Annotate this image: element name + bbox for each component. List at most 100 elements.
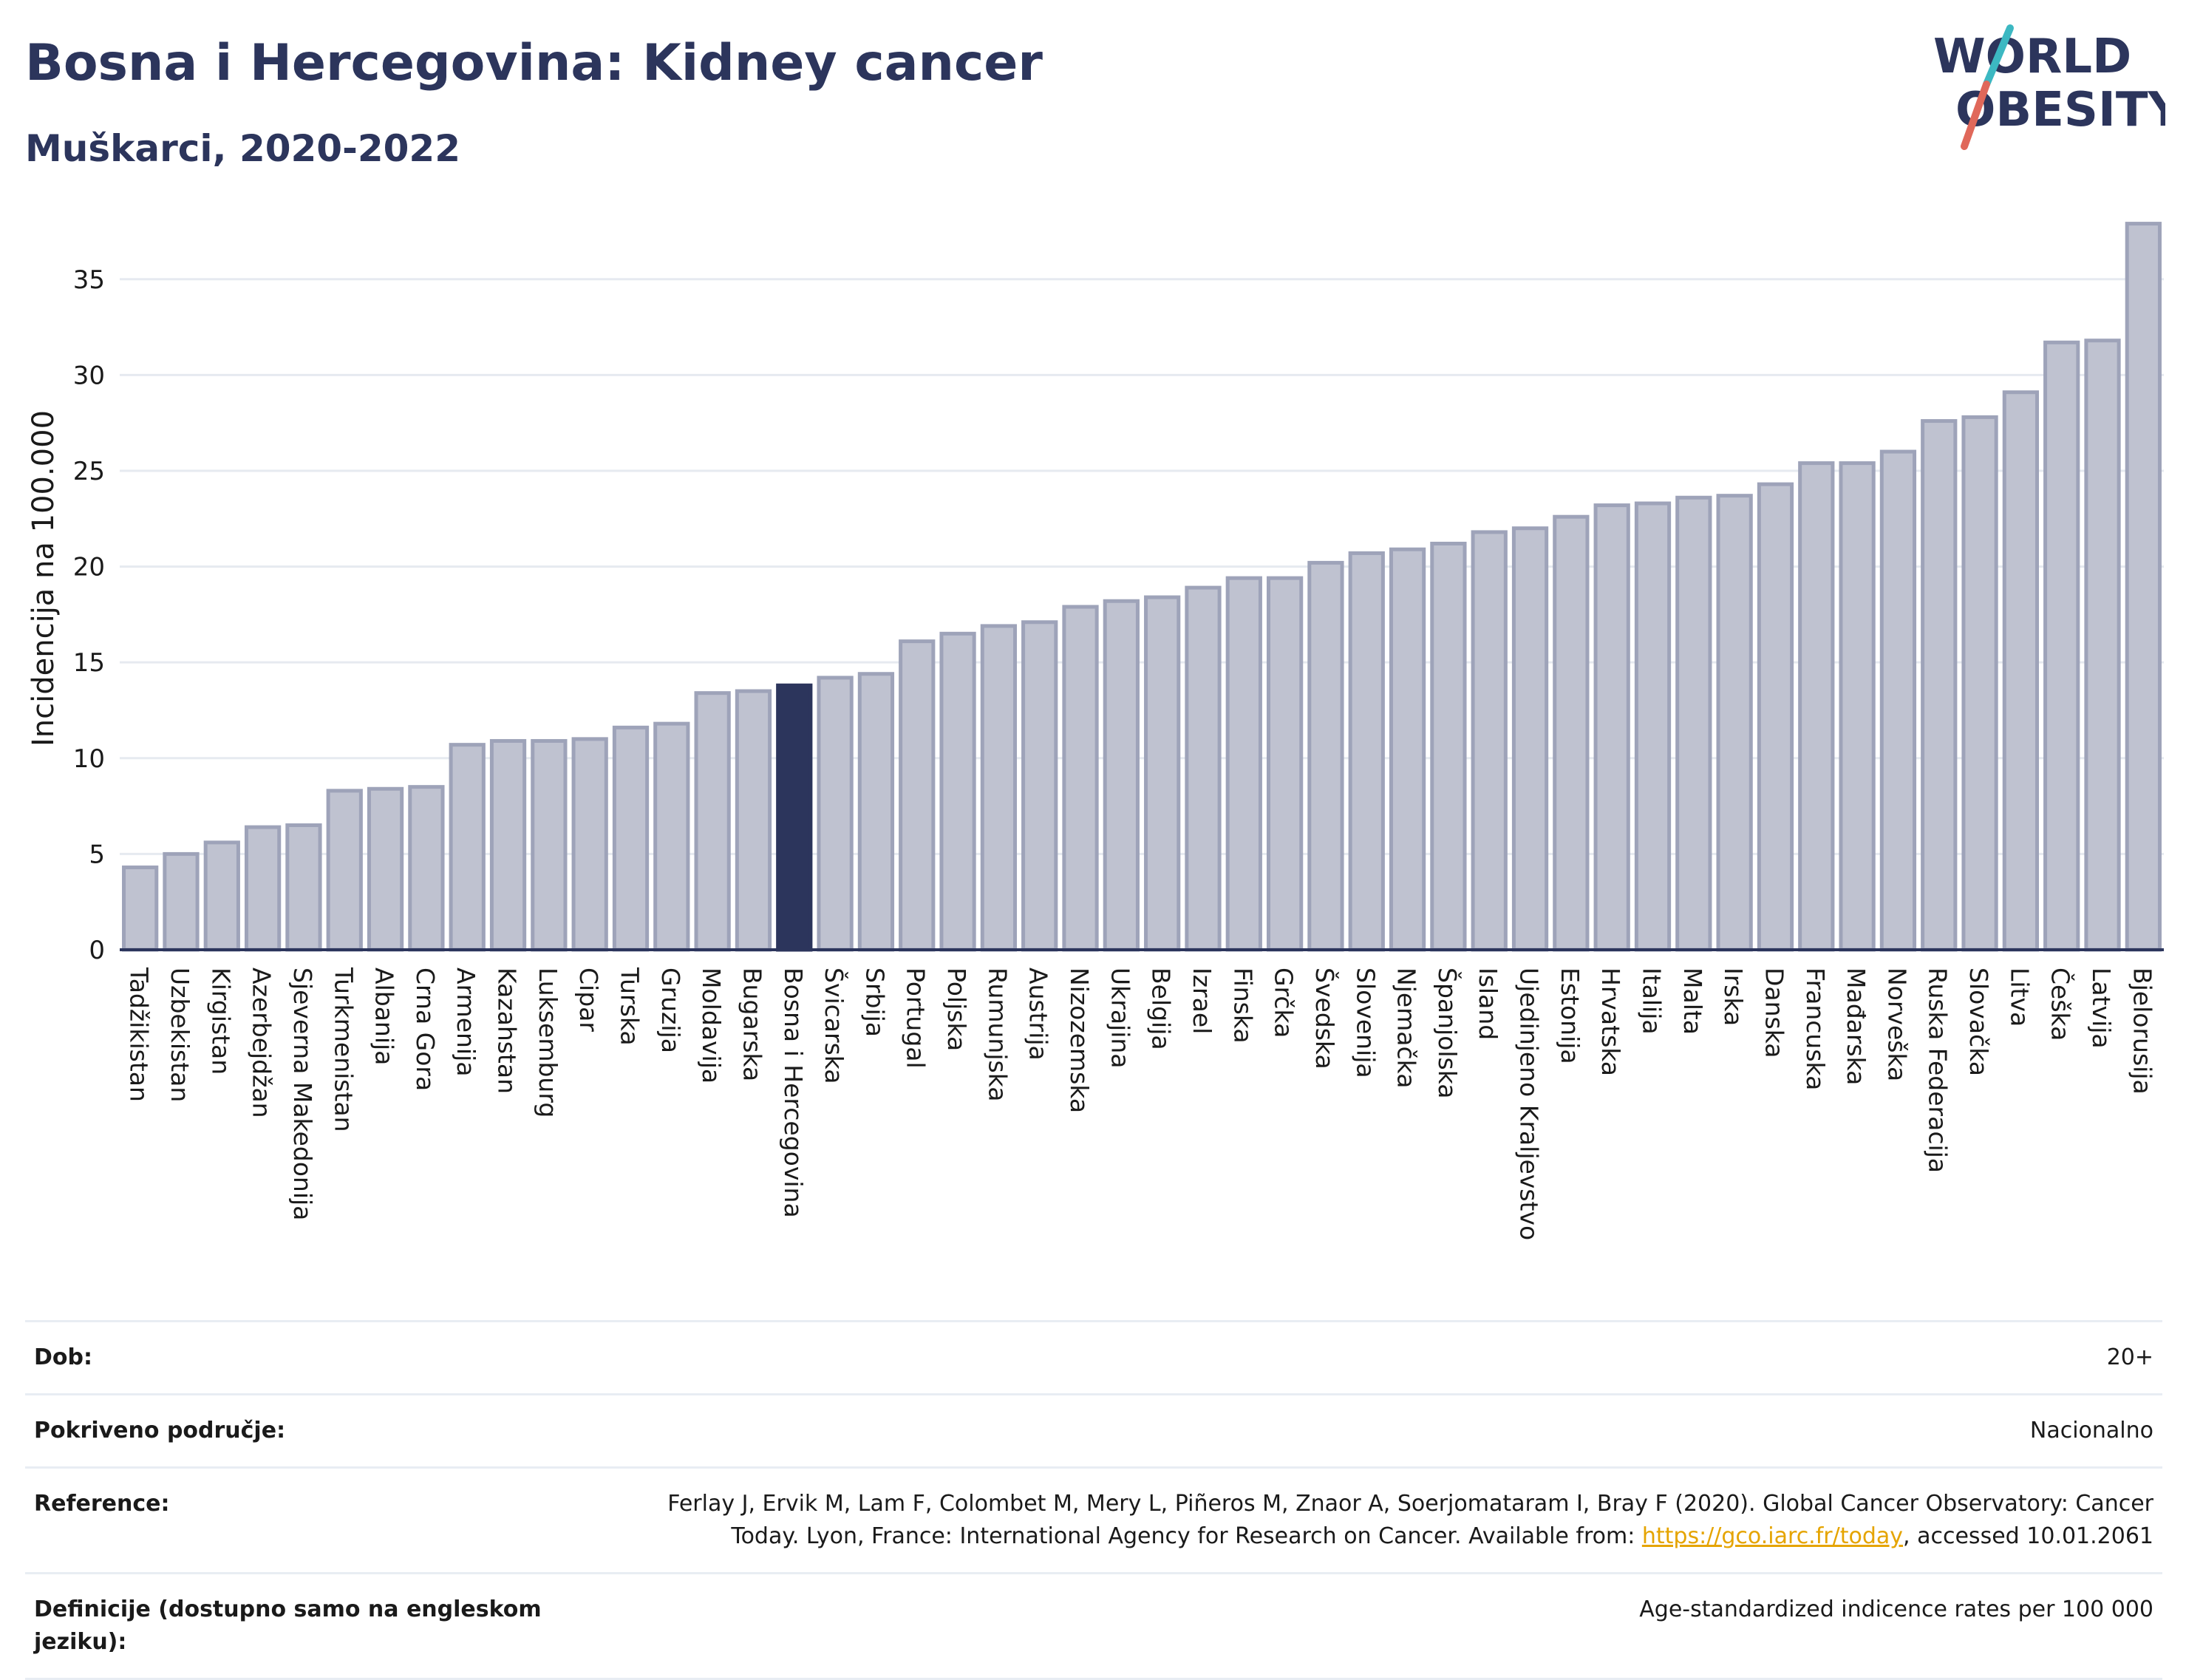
- bar: [2002, 390, 2040, 952]
- x-tick-label: Tadžikistan: [125, 967, 154, 1102]
- bar: [1757, 482, 1794, 952]
- y-tick-label: 25: [73, 457, 105, 486]
- bar: [326, 789, 363, 952]
- logo-slash-red: [1961, 81, 1990, 150]
- y-tick-label: 15: [73, 648, 105, 678]
- info-row-definitions: Definicije (dostupno samo na engleskom j…: [25, 1572, 2162, 1680]
- x-tick-label: Grčka: [1270, 967, 1298, 1038]
- bar: [1798, 461, 1835, 952]
- x-tick-label: Sjeverna Makedonija: [288, 967, 317, 1220]
- bar: [1471, 530, 1508, 952]
- x-tick-label: Malta: [1678, 967, 1707, 1035]
- logo-text-world: WORLD: [1933, 30, 2131, 84]
- info-label: Definicije (dostupno samo na engleskom j…: [34, 1596, 542, 1655]
- bar: [244, 825, 282, 952]
- x-tick-label: Gruzija: [656, 967, 685, 1053]
- x-tick-label: Turkmenistan: [329, 967, 358, 1132]
- bar: [1103, 599, 1140, 952]
- bar: [1389, 547, 1426, 952]
- x-tick-label: Norveška: [1882, 967, 1911, 1081]
- x-tick-label: Turska: [616, 967, 644, 1046]
- bar: [1634, 501, 1672, 952]
- bar: [1021, 620, 1058, 952]
- x-tick-label: Kirgistan: [206, 967, 235, 1075]
- info-row-coverage: Pokriveno područje: Nacionalno: [25, 1393, 2162, 1466]
- info-value: 20+: [2106, 1344, 2153, 1370]
- bar: [817, 676, 854, 952]
- bar: [2125, 222, 2162, 952]
- x-tick-label: Luksemburg: [534, 967, 562, 1118]
- bar: [1839, 461, 1876, 952]
- x-tick-label: Bjelorusija: [2128, 967, 2156, 1095]
- bar: [531, 738, 568, 952]
- x-tick-label: Crna Gora: [411, 967, 440, 1091]
- bar: [163, 851, 200, 952]
- y-axis-ticks: 0 5 10 15 20 25 30 35: [73, 265, 105, 965]
- x-tick-label: Poljska: [942, 967, 971, 1051]
- bar: [1348, 551, 1385, 952]
- bar: [1430, 541, 1467, 952]
- x-tick-label: Danska: [1760, 967, 1788, 1058]
- bar-chart: 0 5 10 15 20 25 30 35 Tadžikistan Uzbekistan Kirg…: [27, 222, 2164, 1240]
- bar: [857, 672, 895, 952]
- x-tick-label: Azerbejdžan: [248, 967, 276, 1118]
- reference-link[interactable]: https://gco.iarc.fr/today: [1641, 1523, 1904, 1549]
- x-tick-label: Češka: [2046, 967, 2076, 1041]
- x-tick-label: Mađarska: [1842, 967, 1870, 1085]
- y-tick-label: 5: [89, 840, 105, 869]
- bar: [1307, 560, 1344, 952]
- y-tick-label: 30: [73, 361, 105, 390]
- bar: [735, 689, 772, 952]
- y-tick-label: 0: [89, 936, 105, 965]
- info-row-reference: Reference: Ferlay J, Ervik M, Lam F, Col…: [25, 1466, 2162, 1572]
- x-tick-label: Belgija: [1147, 967, 1176, 1050]
- y-tick-label: 35: [73, 265, 105, 295]
- bar: [1185, 585, 1222, 952]
- x-tick-label: Italija: [1638, 967, 1666, 1035]
- x-axis-ticks: Tadžikistan Uzbekistan Kirgistan Azerbejdža…: [125, 967, 2157, 1240]
- x-tick-label: Irska: [1719, 967, 1748, 1026]
- bar: [203, 840, 240, 952]
- bars: [122, 222, 2162, 952]
- x-tick-label: Slovačka: [1964, 967, 1993, 1076]
- bar: [1062, 605, 1099, 952]
- logo-slash-teal: [1983, 24, 2014, 88]
- bar: [122, 865, 159, 952]
- bar: [2043, 340, 2080, 952]
- bar: [2084, 339, 2121, 952]
- x-tick-label: Hrvatska: [1596, 967, 1625, 1076]
- x-tick-label: Albanija: [370, 967, 399, 1065]
- bar: [408, 785, 445, 952]
- bar: [653, 721, 690, 952]
- x-tick-label: Srbija: [860, 967, 889, 1037]
- x-tick-label: Francuska: [1801, 967, 1830, 1090]
- bar: [1593, 503, 1630, 952]
- info-value: Age-standardized indicence rates per 100…: [1639, 1596, 2153, 1622]
- x-tick-label: Španjolska: [1433, 967, 1463, 1099]
- bar: [1144, 595, 1181, 952]
- bar: [1716, 494, 1753, 952]
- y-axis-label: Incidencija na 100.000: [27, 410, 61, 747]
- bar: [1961, 415, 1998, 952]
- info-table: Dob: 20+ Pokriveno područje: Nacionalno …: [25, 1320, 2162, 1680]
- world-obesity-logo: WORLD OBESITY: [1933, 24, 2165, 150]
- logo-text-obesity: OBESITY: [1955, 83, 2165, 137]
- x-tick-label: Bosna i Hercegovina: [779, 967, 808, 1218]
- x-tick-label: Moldavija: [697, 967, 726, 1084]
- info-value: Nacionalno: [2029, 1418, 2153, 1443]
- bar: [939, 631, 976, 952]
- bar: [980, 624, 1018, 952]
- x-tick-label: Litva: [2005, 967, 2034, 1027]
- x-tick-label: Kazahstan: [493, 967, 522, 1094]
- y-tick-label: 20: [73, 553, 105, 582]
- bar: [571, 737, 608, 952]
- bar: [367, 786, 404, 952]
- bar: [285, 823, 322, 952]
- x-tick-label: Ujedinjeno Kraljevstvo: [1515, 967, 1544, 1240]
- reference-text: Ferlay J, Ervik M, Lam F, Colombet M, Me…: [667, 1491, 2153, 1549]
- x-tick-label: Bugarska: [738, 967, 766, 1081]
- bar: [899, 639, 936, 952]
- info-row-age: Dob: 20+: [25, 1320, 2162, 1393]
- x-tick-label: Uzbekistan: [166, 967, 194, 1102]
- reference-accessed: , accessed 10.01.2061: [1903, 1523, 2153, 1549]
